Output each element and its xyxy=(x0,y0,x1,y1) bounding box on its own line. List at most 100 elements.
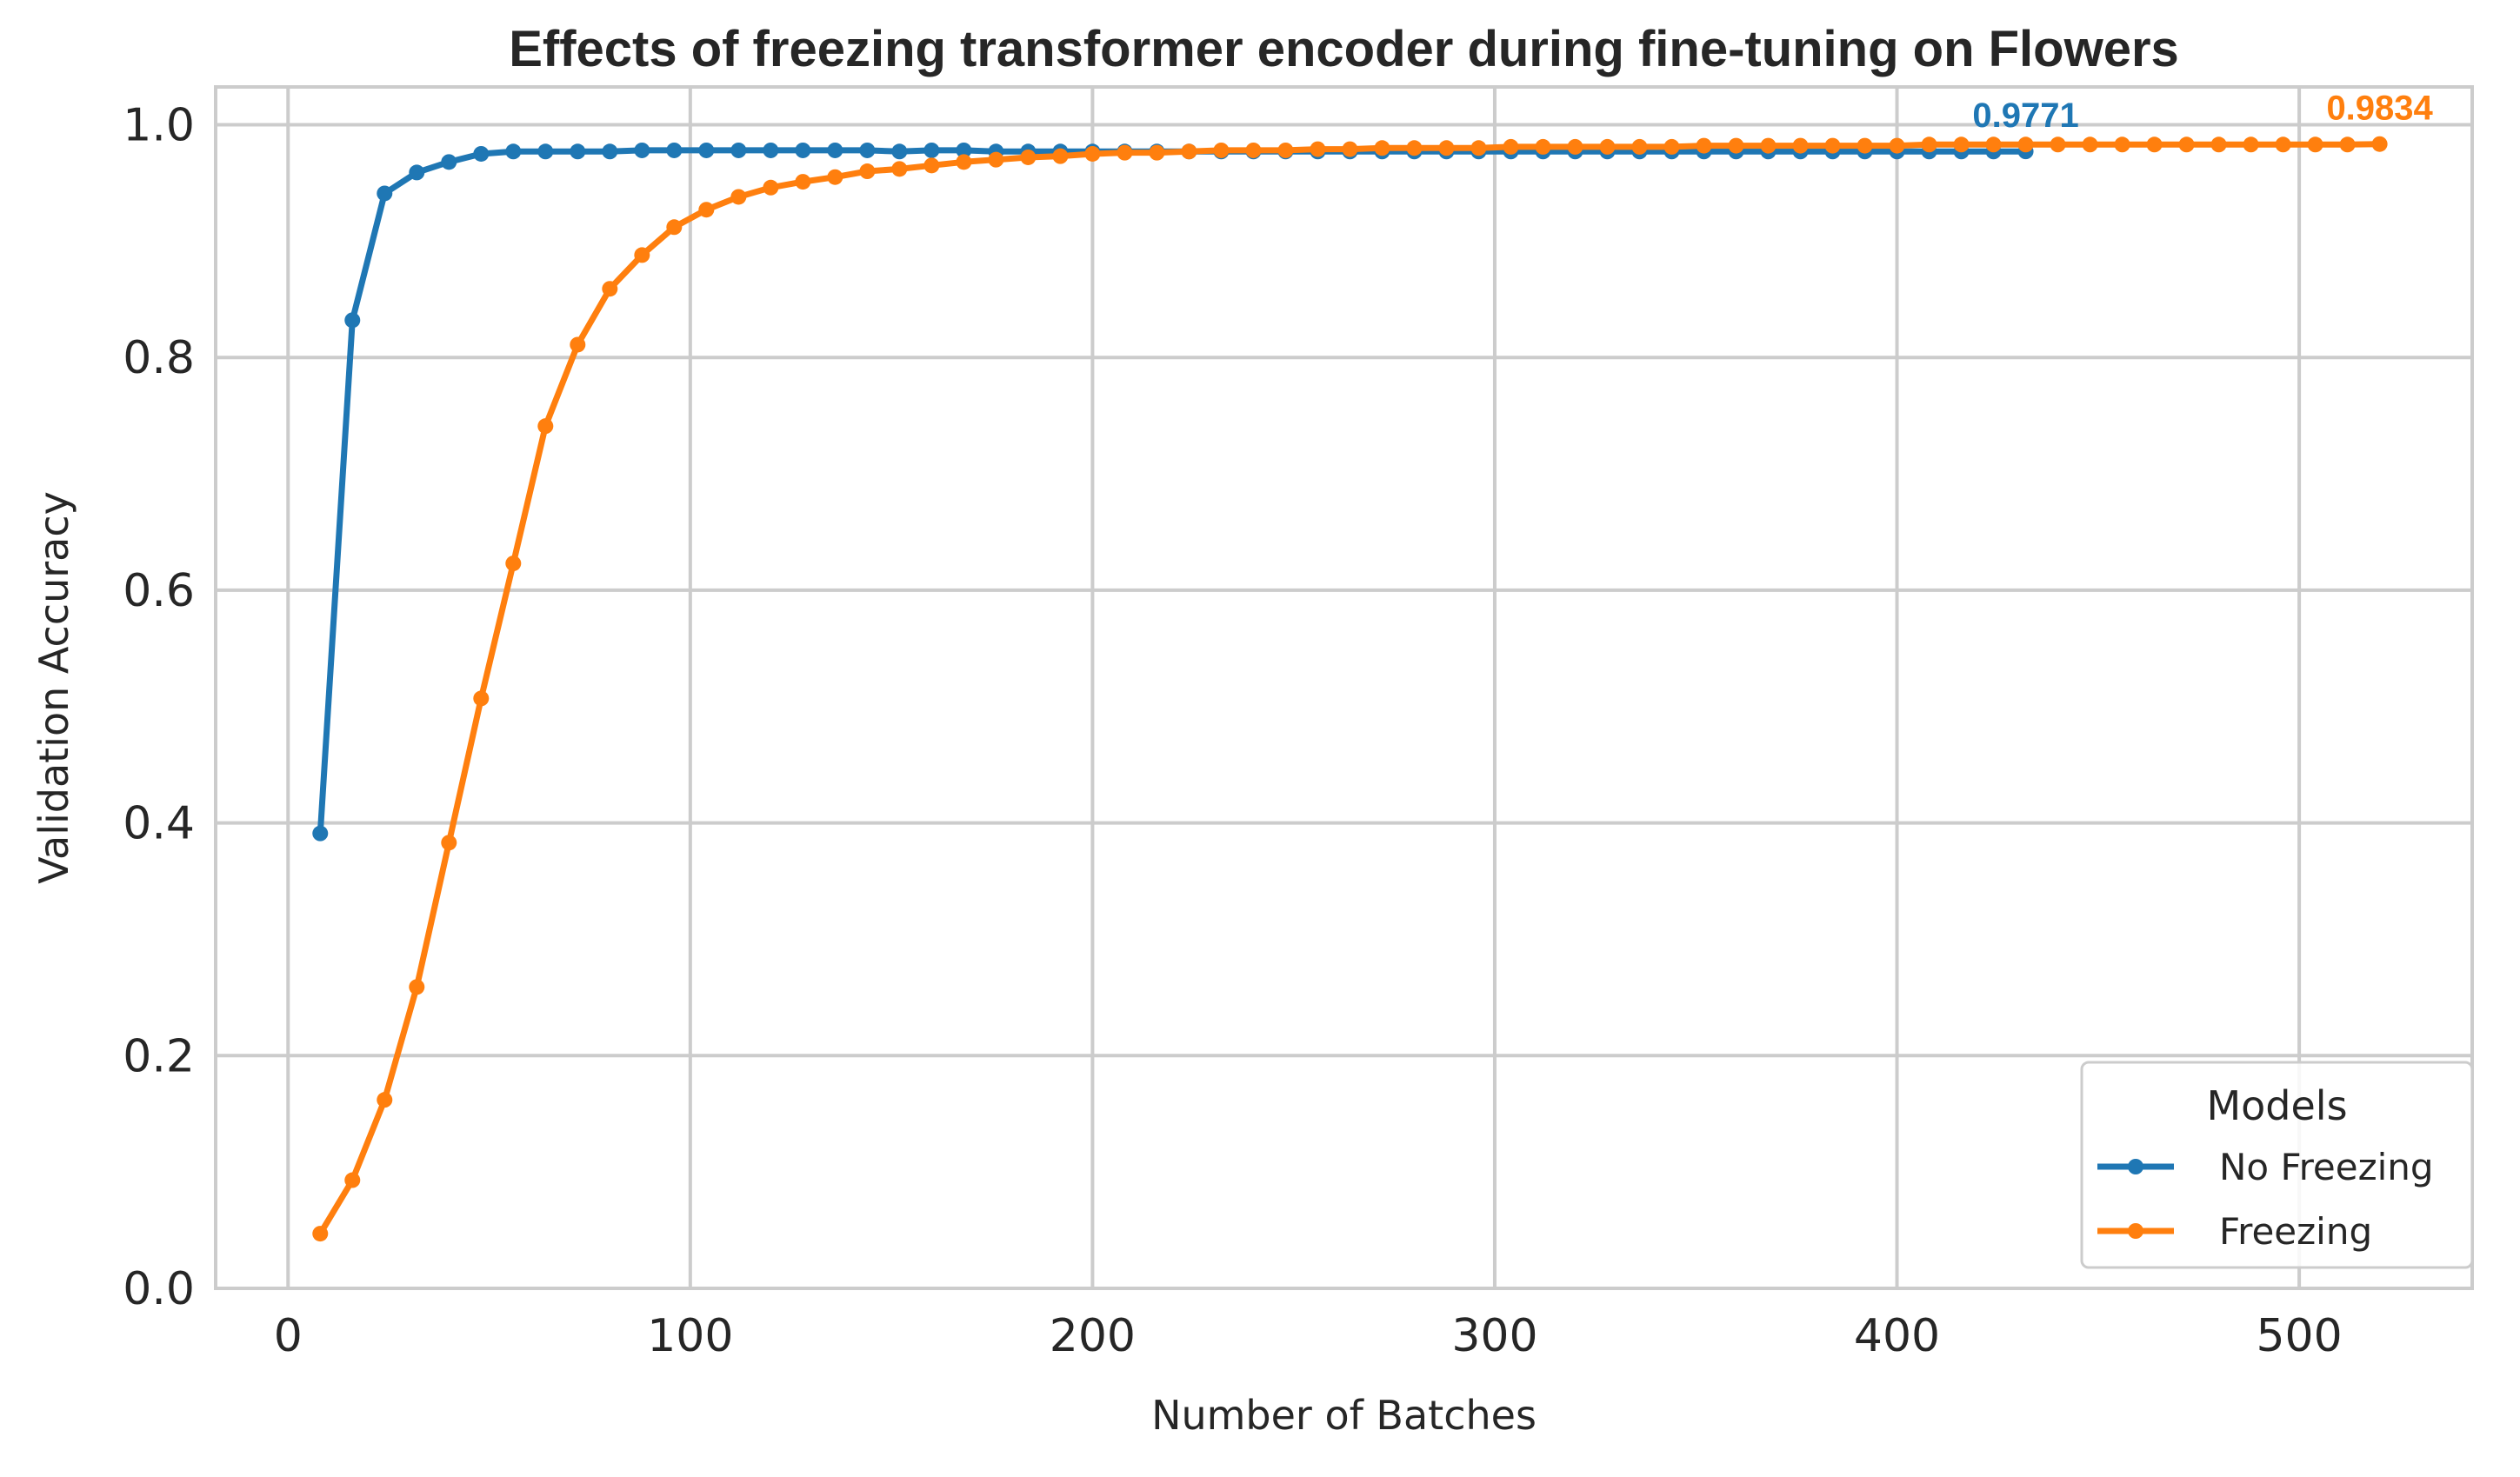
data-point-freezing xyxy=(1117,144,1133,161)
data-point-freezing xyxy=(2146,136,2163,153)
data-point-freezing xyxy=(1052,148,1069,164)
legend-items: No Freezing Freezing xyxy=(2097,1146,2434,1253)
data-point-freezing xyxy=(570,336,586,353)
series-layer xyxy=(312,136,2388,1242)
data-point-freezing xyxy=(1824,137,1841,154)
data-point-freezing xyxy=(1181,143,1197,160)
data-point-freezing xyxy=(2371,136,2388,152)
data-point-freezing xyxy=(827,169,843,185)
data-point-freezing xyxy=(441,835,457,851)
data-point-freezing xyxy=(377,1092,393,1108)
data-point-freezing xyxy=(2050,136,2066,153)
data-point-no-freezing xyxy=(956,142,972,158)
data-point-freezing xyxy=(1245,142,1262,158)
legend-swatch-marker xyxy=(2128,1223,2143,1239)
y-tick-label: 0.0 xyxy=(123,1263,195,1315)
data-point-no-freezing xyxy=(827,142,843,158)
series-freezing xyxy=(312,136,2388,1242)
y-tick-label: 0.4 xyxy=(123,798,195,850)
data-point-freezing xyxy=(698,202,715,218)
data-point-no-freezing xyxy=(923,142,940,158)
y-tick-label: 1.0 xyxy=(123,100,195,152)
data-point-no-freezing xyxy=(377,185,393,202)
data-point-freezing xyxy=(537,418,554,435)
data-point-freezing xyxy=(1857,137,1873,154)
data-point-freezing xyxy=(1277,142,1294,158)
data-point-freezing xyxy=(1084,145,1101,162)
data-point-freezing xyxy=(1438,140,1455,156)
data-point-freezing xyxy=(1310,141,1326,157)
data-point-freezing xyxy=(1889,137,1905,154)
data-point-freezing xyxy=(1663,138,1680,155)
data-point-no-freezing xyxy=(473,145,490,162)
data-point-freezing xyxy=(2178,136,2195,153)
data-point-freezing xyxy=(1535,138,1551,155)
data-point-freezing xyxy=(2210,136,2227,153)
data-point-freezing xyxy=(409,979,425,995)
data-point-no-freezing xyxy=(409,164,425,181)
data-point-freezing xyxy=(1760,137,1777,154)
data-point-freezing xyxy=(505,556,522,572)
data-point-freezing xyxy=(2275,136,2291,153)
data-point-freezing xyxy=(473,690,490,707)
y-axis-label: Validation Accuracy xyxy=(30,491,77,884)
y-tick-label: 0.2 xyxy=(123,1030,195,1082)
legend-swatch-marker xyxy=(2128,1159,2143,1174)
data-point-freezing xyxy=(1599,138,1616,155)
data-point-no-freezing xyxy=(730,142,747,158)
legend-item-no-freezing: No Freezing xyxy=(2097,1146,2434,1188)
end-value-label-no-freezing: 0.9771 xyxy=(1972,96,2078,135)
data-point-freezing xyxy=(634,247,650,263)
y-tick-label: 0.8 xyxy=(123,332,195,384)
x-tick-label: 400 xyxy=(1854,1310,1940,1362)
x-tick-label: 300 xyxy=(1451,1310,1537,1362)
data-point-freezing xyxy=(2017,136,2034,153)
legend-label-no-freezing: No Freezing xyxy=(2219,1146,2434,1188)
legend-box xyxy=(2080,1061,2474,1269)
end-labels: 0.9771 0.9834 xyxy=(1972,90,2433,135)
plot-frame xyxy=(214,85,2474,1290)
data-point-freezing xyxy=(1631,138,1648,155)
data-point-freezing xyxy=(2114,136,2130,153)
data-point-no-freezing xyxy=(698,142,715,158)
data-point-freezing xyxy=(1470,140,1487,156)
data-point-freezing xyxy=(666,219,683,236)
data-point-freezing xyxy=(1374,140,1390,156)
data-point-no-freezing xyxy=(859,142,876,158)
data-point-no-freezing xyxy=(602,143,618,160)
data-point-no-freezing xyxy=(312,825,329,842)
x-tick-label: 200 xyxy=(1050,1310,1136,1362)
data-point-freezing xyxy=(730,189,747,205)
data-point-freezing xyxy=(795,174,811,190)
x-tick-label: 100 xyxy=(647,1310,733,1362)
data-point-no-freezing xyxy=(795,142,811,158)
y-tick-label: 0.6 xyxy=(123,565,195,617)
data-point-freezing xyxy=(1985,136,2002,153)
data-point-no-freezing xyxy=(891,143,908,160)
data-point-no-freezing xyxy=(570,143,586,160)
data-point-freezing xyxy=(2339,136,2356,153)
data-point-freezing xyxy=(1213,142,1230,158)
data-point-no-freezing xyxy=(505,143,522,160)
data-point-freezing xyxy=(1149,144,1165,161)
data-point-freezing xyxy=(923,157,940,174)
data-point-no-freezing xyxy=(666,142,683,158)
legend-item-freezing: Freezing xyxy=(2097,1210,2372,1253)
data-point-freezing xyxy=(2082,136,2098,153)
data-point-freezing xyxy=(602,281,618,297)
data-point-freezing xyxy=(1406,140,1423,156)
data-point-freezing xyxy=(859,163,876,180)
data-point-freezing xyxy=(1792,137,1809,154)
data-point-freezing xyxy=(312,1226,329,1242)
tick-labels: 0 100 200 300 400 500 0.0 0.2 0.4 0.6 0.8 1.0 xyxy=(123,100,2342,1362)
data-point-no-freezing xyxy=(441,154,457,170)
data-point-freezing xyxy=(1567,138,1583,155)
data-point-freezing xyxy=(891,161,908,177)
data-point-freezing xyxy=(1020,149,1037,165)
legend: Models No Freezing Freezing xyxy=(2080,1061,2474,1269)
data-point-freezing xyxy=(344,1172,361,1188)
data-point-freezing xyxy=(1342,141,1358,157)
legend-label-freezing: Freezing xyxy=(2219,1210,2372,1253)
